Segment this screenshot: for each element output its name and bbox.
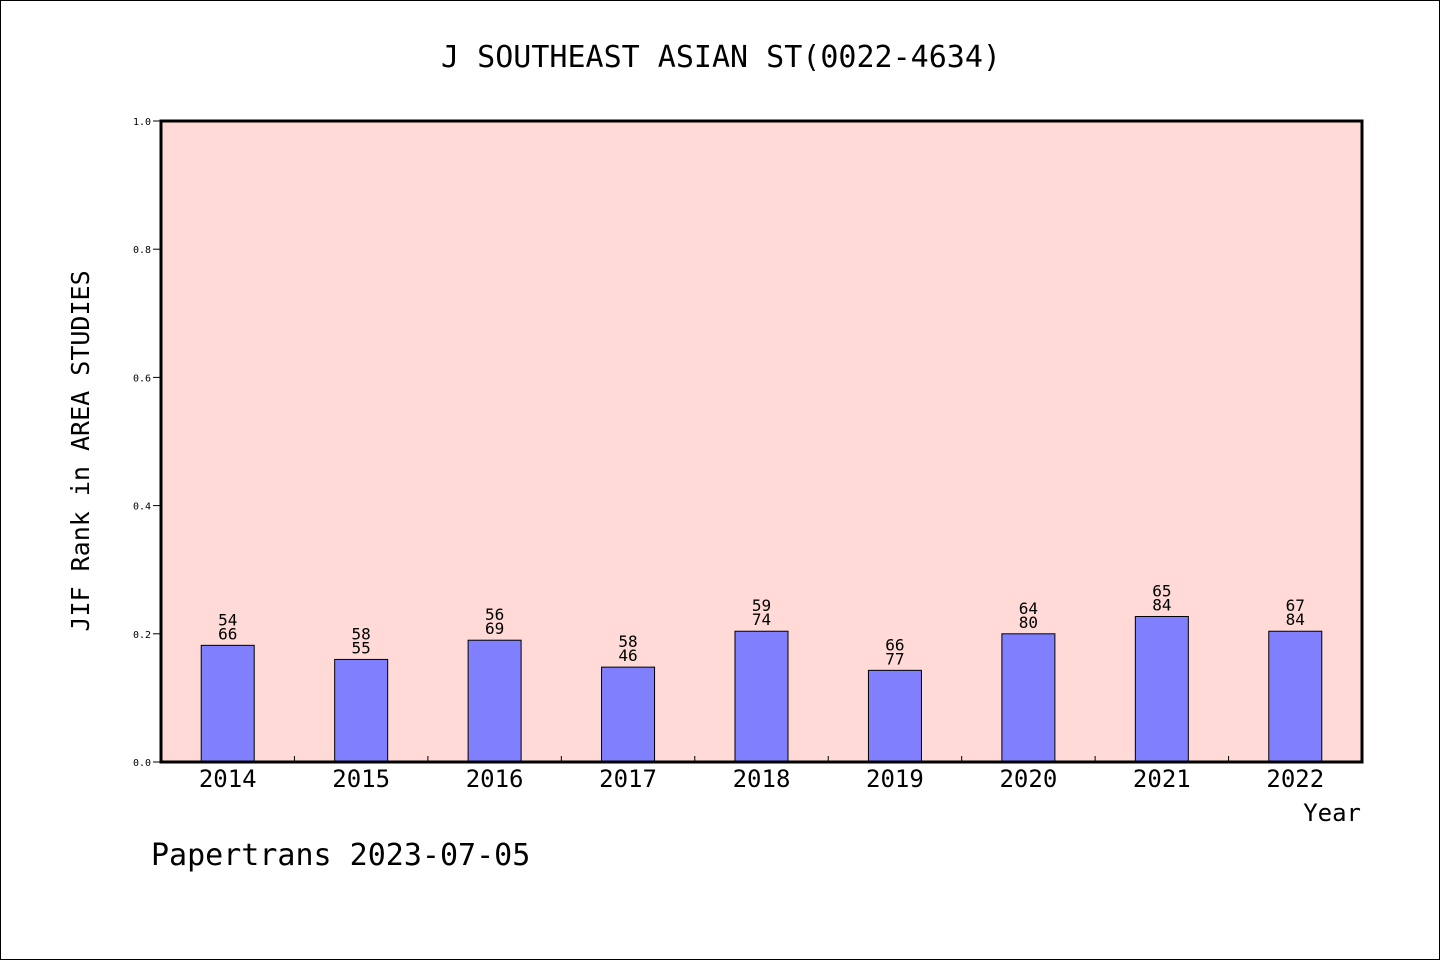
bar-label-bottom: 66: [218, 624, 237, 643]
y-tick-label: 1.0: [133, 117, 151, 128]
axis-ticks: 0.0 0.2 0.4 0.6 0.8 1.0 2014 2015 2016 2017 2018 20…: [133, 117, 1324, 793]
y-tick-label: 0.0: [133, 758, 151, 769]
bar-label-bottom: 80: [1019, 613, 1038, 632]
bar-label-top: 56: [485, 605, 504, 624]
x-tick-label: 2020: [999, 765, 1057, 793]
bar-label-top: 67: [1286, 596, 1305, 615]
bar-label-bottom: 55: [352, 638, 371, 657]
x-tick-label: 2015: [332, 765, 390, 793]
bar-label-bottom: 84: [1286, 610, 1305, 629]
bar-label-top: 58: [618, 632, 637, 651]
x-tick-label: 2022: [1266, 765, 1324, 793]
bar-2018: [734, 630, 789, 763]
x-tick-label: 2021: [1133, 765, 1191, 793]
y-tick-label: 0.6: [133, 373, 151, 384]
bar-label-top: 66: [885, 635, 904, 654]
footer-text: Papertrans 2023-07-05: [151, 838, 530, 873]
bar-label-bottom: 77: [885, 649, 904, 668]
x-tick-label: 2018: [733, 765, 791, 793]
chart-title: J SOUTHEAST ASIAN ST(0022-4634): [441, 40, 1001, 75]
bar-2021: [1134, 615, 1189, 763]
bar-label-top: 64: [1019, 599, 1038, 618]
y-tick-label: 0.8: [133, 245, 151, 256]
bar-label-top: 54: [218, 610, 237, 629]
bar-label-bottom: 46: [618, 646, 637, 665]
bar-2014: [200, 644, 255, 763]
bar-2017: [601, 666, 656, 763]
y-axis-label: JIF Rank in AREA STUDIES: [66, 270, 95, 631]
bar-2022: [1268, 630, 1323, 763]
bar-label-bottom: 74: [752, 610, 771, 629]
bar-label-top: 58: [352, 624, 371, 643]
bar-2015: [334, 658, 389, 763]
bar-label-top: 65: [1152, 581, 1171, 600]
bar-2019: [867, 669, 922, 763]
y-tick-label: 0.2: [133, 630, 151, 641]
y-tick-label: 0.4: [133, 502, 151, 513]
x-tick-label: 2014: [199, 765, 257, 793]
bar-label-bottom: 69: [485, 619, 504, 638]
bar-label-top: 59: [752, 596, 771, 615]
bar-label-bottom: 84: [1152, 595, 1171, 614]
bar-2016: [467, 639, 522, 763]
bars: [200, 615, 1323, 763]
x-tick-label: 2019: [866, 765, 924, 793]
x-tick-label: 2016: [466, 765, 524, 793]
x-axis-label: Year: [1303, 799, 1361, 827]
x-tick-label: 2017: [599, 765, 657, 793]
bar-2020: [1001, 633, 1056, 763]
plot-frame: [159, 119, 1364, 764]
